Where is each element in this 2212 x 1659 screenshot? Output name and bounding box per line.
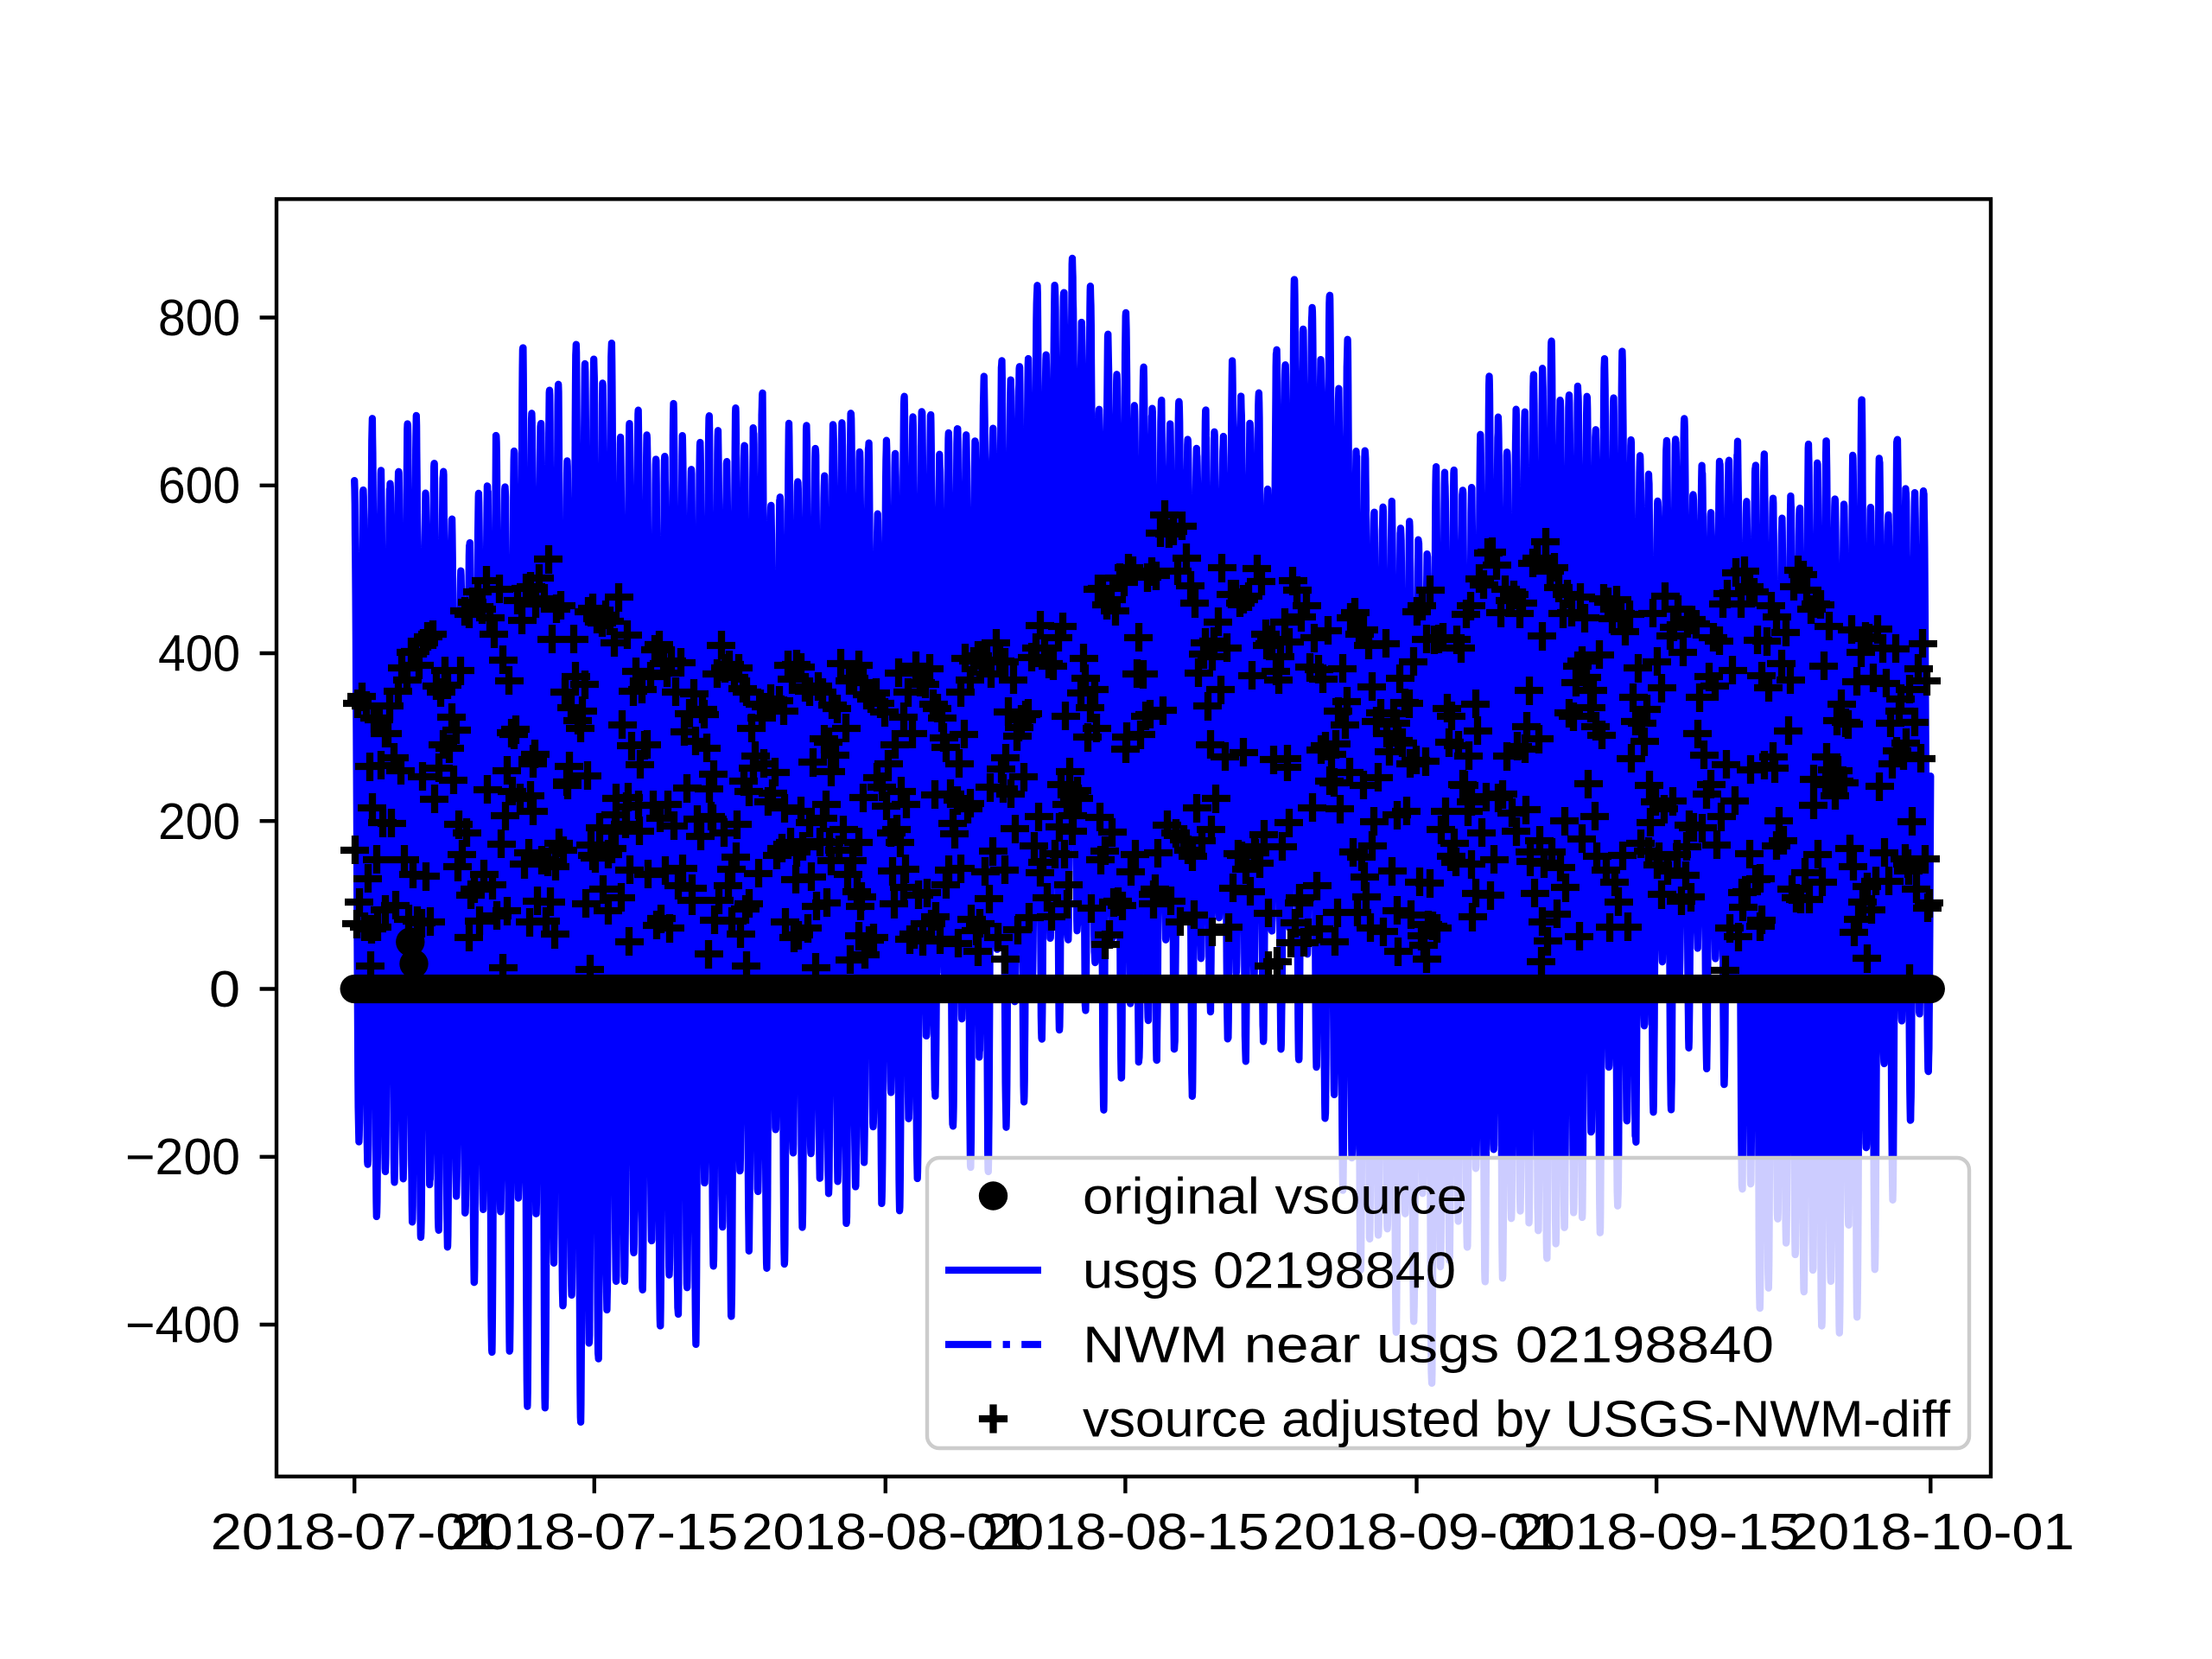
svg-text:vsource adjusted by USGS-NWM-d: vsource adjusted by USGS-NWM-diff xyxy=(1083,1391,1951,1448)
svg-text:2018-08-15: 2018-08-15 xyxy=(982,1503,1269,1560)
svg-text:2018-08-01: 2018-08-01 xyxy=(741,1503,1029,1560)
svg-text:2018-09-01: 2018-09-01 xyxy=(1273,1503,1560,1560)
svg-text:usgs 02198840: usgs 02198840 xyxy=(1083,1243,1456,1300)
svg-text:2018-07-01: 2018-07-01 xyxy=(211,1503,499,1560)
svg-text:600: 600 xyxy=(158,457,240,514)
svg-text:−200: −200 xyxy=(125,1128,240,1185)
svg-text:400: 400 xyxy=(158,626,240,683)
svg-text:2018-07-15: 2018-07-15 xyxy=(450,1503,738,1560)
svg-text:original vsource: original vsource xyxy=(1083,1168,1467,1225)
svg-text:−400: −400 xyxy=(125,1297,240,1354)
svg-text:0: 0 xyxy=(209,961,240,1018)
svg-text:NWM near usgs 02198840: NWM near usgs 02198840 xyxy=(1083,1317,1774,1374)
svg-text:2018-09-15: 2018-09-15 xyxy=(1513,1503,1801,1560)
svg-text:800: 800 xyxy=(158,289,240,346)
svg-text:2018-10-01: 2018-10-01 xyxy=(1787,1503,2075,1560)
svg-text:200: 200 xyxy=(158,793,240,850)
